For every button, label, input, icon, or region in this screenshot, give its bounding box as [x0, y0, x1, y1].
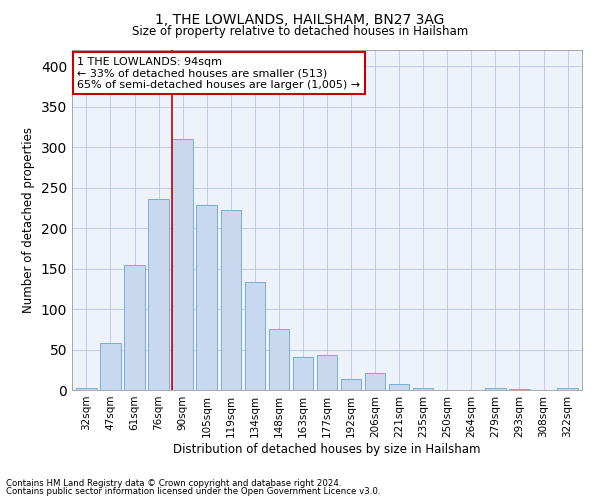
Bar	[148, 199, 169, 390]
Bar	[389, 384, 409, 390]
Bar	[100, 343, 121, 390]
X-axis label: Distribution of detached houses by size in Hailsham: Distribution of detached houses by size …	[173, 442, 481, 456]
Bar	[221, 210, 241, 390]
Bar	[269, 330, 289, 390]
Bar	[293, 357, 313, 390]
Bar	[172, 139, 193, 390]
Bar	[317, 355, 337, 390]
Bar	[245, 282, 265, 390]
Bar	[365, 373, 385, 390]
Bar	[196, 206, 217, 390]
Bar	[341, 378, 361, 390]
Bar	[413, 388, 433, 390]
Text: 1 THE LOWLANDS: 94sqm
← 33% of detached houses are smaller (513)
65% of semi-det: 1 THE LOWLANDS: 94sqm ← 33% of detached …	[77, 57, 360, 90]
Text: Contains public sector information licensed under the Open Government Licence v3: Contains public sector information licen…	[6, 487, 380, 496]
Y-axis label: Number of detached properties: Number of detached properties	[22, 127, 35, 313]
Bar	[557, 388, 578, 390]
Bar	[485, 388, 506, 390]
Text: Size of property relative to detached houses in Hailsham: Size of property relative to detached ho…	[132, 25, 468, 38]
Bar	[509, 389, 530, 390]
Bar	[124, 264, 145, 390]
Text: Contains HM Land Registry data © Crown copyright and database right 2024.: Contains HM Land Registry data © Crown c…	[6, 478, 341, 488]
Bar	[76, 388, 97, 390]
Text: 1, THE LOWLANDS, HAILSHAM, BN27 3AG: 1, THE LOWLANDS, HAILSHAM, BN27 3AG	[155, 12, 445, 26]
